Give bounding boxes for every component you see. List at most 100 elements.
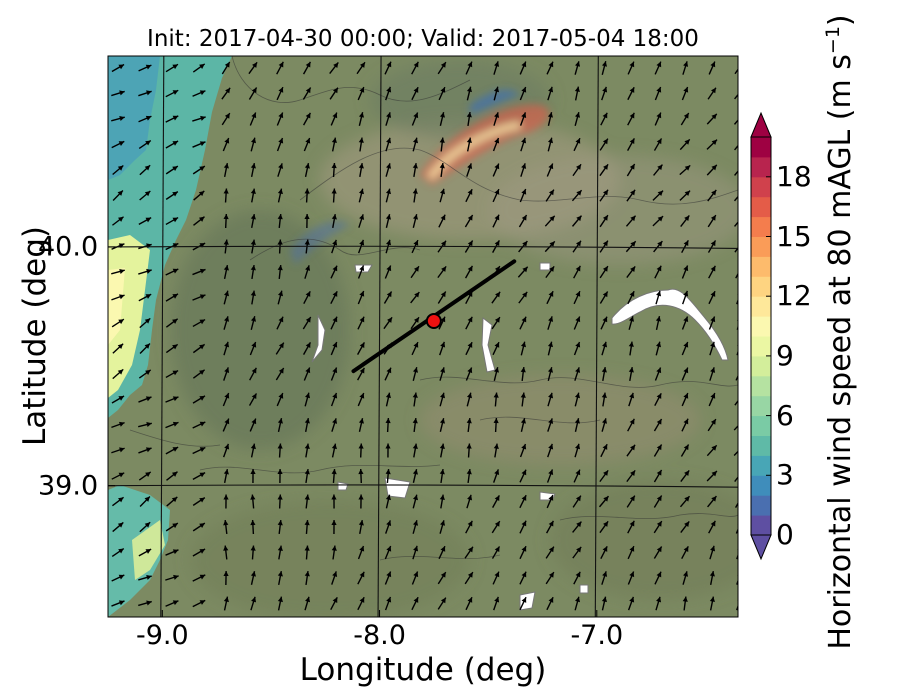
colorbar-segment bbox=[751, 435, 771, 456]
wind-vector-head bbox=[172, 166, 178, 172]
wind-vector-head bbox=[467, 214, 473, 221]
colorbar-tick-label: 18 bbox=[776, 159, 812, 193]
colorbar-label-sup: −1 bbox=[822, 26, 844, 55]
wind-vector-shaft bbox=[735, 374, 738, 381]
wind-vector-head bbox=[575, 61, 581, 67]
wind-vector-head bbox=[440, 597, 446, 604]
wind-vector-head bbox=[656, 112, 662, 119]
wind-vector-head bbox=[521, 163, 527, 169]
wind-vector-head bbox=[199, 447, 206, 453]
wind-vector-head bbox=[493, 443, 499, 449]
x-axis-label: Longitude (deg) bbox=[299, 652, 547, 688]
wind-vector-head bbox=[305, 317, 311, 323]
colorbar-tick-label: 6 bbox=[776, 398, 794, 432]
wind-vector-head bbox=[359, 316, 365, 323]
wind-vector-head bbox=[467, 189, 473, 195]
wind-vector-head bbox=[467, 597, 473, 603]
wind-vector-head bbox=[711, 113, 717, 120]
wind-vector-head bbox=[224, 316, 230, 322]
colorbar-segment bbox=[751, 415, 771, 436]
wind-vector-head bbox=[171, 496, 178, 503]
wind-vector-shaft bbox=[733, 119, 738, 125]
wind-vector-head bbox=[332, 367, 338, 374]
wind-vector-head bbox=[145, 217, 152, 223]
wind-vector-head bbox=[172, 370, 179, 376]
wind-vector-head bbox=[224, 138, 230, 144]
wind-vector-head bbox=[521, 214, 527, 221]
wind-vector-head bbox=[146, 268, 152, 274]
wind-vector-head bbox=[602, 444, 608, 450]
wind-vector-head bbox=[738, 216, 743, 222]
wind-vector-head bbox=[548, 61, 554, 68]
wind-vector-head bbox=[250, 571, 256, 577]
wind-vector-head bbox=[520, 392, 526, 398]
wind-vector-head bbox=[359, 214, 365, 220]
wind-vector-head bbox=[251, 112, 257, 119]
colorbar-extend-min bbox=[750, 534, 772, 561]
colorbar-segment bbox=[751, 276, 771, 297]
wind-vector-head bbox=[412, 392, 418, 398]
wind-vector-head bbox=[199, 369, 205, 375]
wind-vector-head bbox=[412, 469, 418, 475]
wind-vector-head bbox=[440, 188, 446, 195]
wind-vector-head bbox=[358, 163, 364, 169]
wind-vector-head bbox=[172, 421, 179, 427]
wind-vector-head bbox=[494, 546, 500, 553]
wind-vector-head bbox=[199, 294, 206, 300]
wind-vector-shaft bbox=[734, 399, 738, 406]
wind-vector-head bbox=[251, 596, 257, 603]
wind-vector-head bbox=[655, 316, 661, 322]
wind-vector-head bbox=[656, 521, 662, 527]
wind-vector-head bbox=[602, 341, 608, 348]
wind-vector-head bbox=[278, 112, 284, 119]
wind-vector-head bbox=[466, 469, 472, 475]
wind-vector-head bbox=[521, 571, 527, 578]
wind-vector-head bbox=[440, 520, 446, 526]
wind-vector-head bbox=[629, 112, 635, 119]
wind-vector-head bbox=[118, 243, 125, 249]
wind-vector-head bbox=[332, 342, 338, 348]
wind-vector-head bbox=[656, 61, 662, 68]
wind-vector-head bbox=[118, 216, 124, 222]
wind-vector-head bbox=[710, 240, 716, 247]
wind-vector-head bbox=[710, 87, 716, 94]
wind-vector-head bbox=[603, 189, 609, 196]
wind-vector-head bbox=[440, 392, 446, 399]
wind-vector-head bbox=[277, 188, 283, 195]
wind-vector-head bbox=[602, 138, 608, 145]
wind-vector-head bbox=[576, 215, 582, 222]
wind-vector-head bbox=[412, 163, 418, 169]
wind-vector-head bbox=[603, 164, 609, 170]
colorbar-label: Horizontal wind speed at 80 mAGL (m s−1) bbox=[822, 14, 858, 649]
wind-vector-head bbox=[683, 571, 689, 577]
wind-vector-head bbox=[521, 189, 527, 195]
wind-vector-head bbox=[386, 163, 392, 169]
colorbar bbox=[750, 111, 772, 561]
wind-vector-head bbox=[117, 369, 124, 375]
wind-vector-head bbox=[548, 469, 554, 476]
y-axis-label: Latitude (deg) bbox=[17, 225, 53, 447]
wind-vector-head bbox=[223, 494, 229, 500]
wind-vector-head bbox=[251, 393, 257, 400]
wind-vector-head bbox=[575, 291, 581, 297]
wind-vector-head bbox=[711, 189, 717, 196]
wind-vector-head bbox=[331, 188, 337, 194]
wind-vector-head bbox=[629, 138, 635, 145]
wind-vector-head bbox=[145, 294, 152, 299]
wind-vector-head bbox=[522, 266, 528, 273]
wind-vector-head bbox=[223, 596, 229, 603]
wind-vector-head bbox=[710, 341, 716, 348]
wind-vector-head bbox=[739, 420, 744, 425]
wind-vector-head bbox=[602, 546, 608, 552]
wind-vector-head bbox=[439, 418, 445, 424]
wind-vector-head bbox=[440, 87, 446, 93]
wind-vector-head bbox=[386, 367, 392, 374]
wind-vector-head bbox=[521, 495, 527, 501]
wind-vector-head bbox=[575, 571, 581, 578]
wind-vector-shaft bbox=[736, 298, 738, 305]
wind-vector-head bbox=[522, 241, 528, 247]
wind-vector-head bbox=[656, 265, 662, 272]
wind-vector-head bbox=[172, 318, 178, 324]
wind-vector-head bbox=[656, 444, 662, 451]
wind-vector-head bbox=[548, 597, 554, 603]
